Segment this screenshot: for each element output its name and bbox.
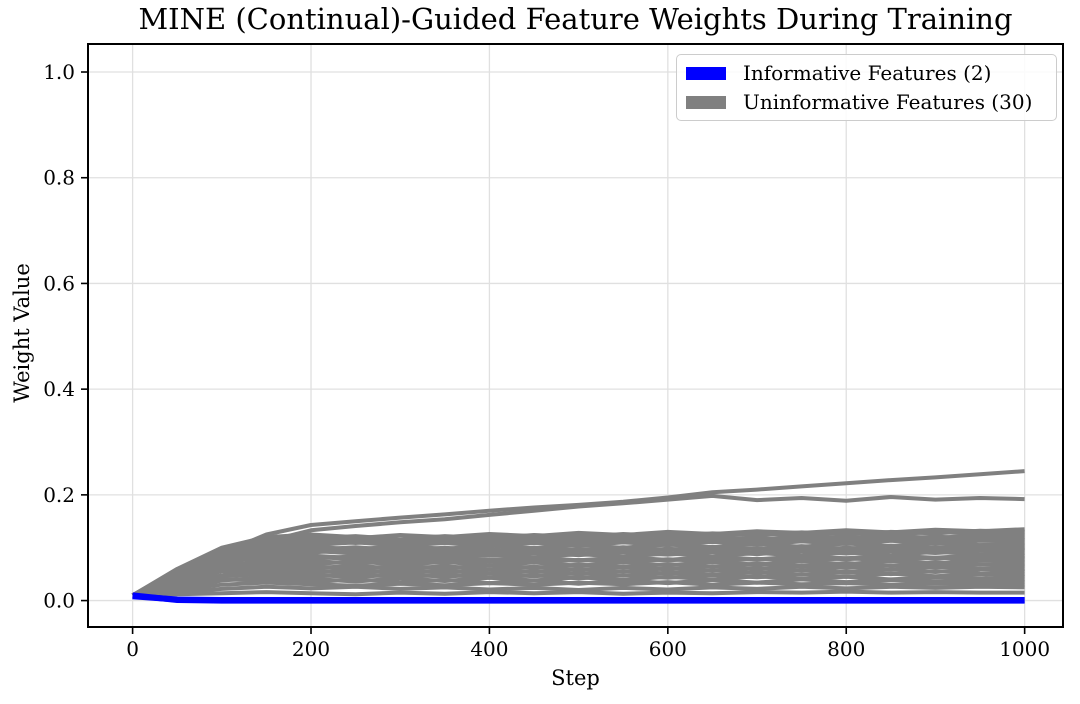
series-line-uninformative-27 [132, 580, 1025, 598]
x-axis-label: Step [551, 666, 600, 690]
series-line-uninformative-17 [131, 555, 1025, 598]
x-tick-label: 200 [292, 637, 330, 661]
y-tick-label: 0.0 [43, 589, 75, 613]
legend-entry-informative: Informative Features (2) [686, 61, 1046, 85]
series-line-uninformative-4 [131, 529, 1025, 598]
uninformative-swatch-icon [686, 95, 726, 109]
x-tick-label: 600 [649, 637, 687, 661]
series-line-informative-31 [132, 593, 1025, 603]
x-tick-label: 800 [827, 637, 865, 661]
y-tick-label: 1.0 [43, 60, 75, 84]
y-axis-label: Weight Value [10, 263, 34, 403]
legend-label-uninformative: Uninformative Features (30) [743, 90, 1033, 114]
x-tick-label: 1000 [999, 637, 1050, 661]
series-line-uninformative-28 [132, 584, 1025, 598]
y-tick-label: 0.8 [43, 166, 75, 190]
y-tick-label: 0.2 [43, 483, 75, 507]
x-tick-label: 400 [470, 637, 508, 661]
informative-swatch-icon [686, 66, 726, 80]
y-tick-label: 0.4 [43, 377, 75, 401]
chart-title: MINE (Continual)-Guided Feature Weights … [138, 2, 1013, 36]
y-tick-label: 0.6 [43, 271, 75, 295]
series-line-uninformative-14 [131, 549, 1025, 598]
x-tick-label: 0 [126, 637, 139, 661]
axes-spines [87, 43, 1064, 628]
legend-label-informative: Informative Features (2) [743, 61, 992, 85]
legend: Informative Features (2) Uninformative F… [676, 54, 1057, 121]
series-line-uninformative-29 [132, 589, 1025, 598]
legend-entry-uninformative: Uninformative Features (30) [686, 90, 1046, 114]
series-line-uninformative-25 [132, 574, 1025, 598]
